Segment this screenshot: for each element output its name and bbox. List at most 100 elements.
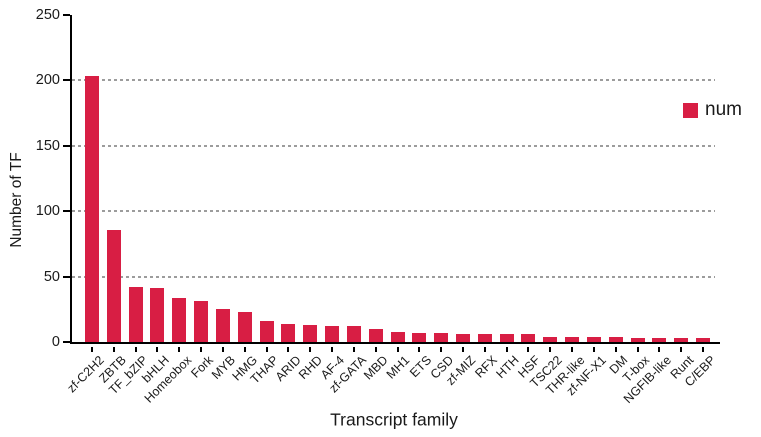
bars-layer: zf-C2H2 ZBTB TF_bZIP bHLH Homeobox Fork MYB HMG… [65,15,718,406]
category-slot-CSD: CSD [427,15,456,382]
x-tick-mark-CSD [440,346,443,352]
bar-NGFIB-like [652,338,667,342]
x-tick-mark-T-box [636,346,639,352]
gridline-150 [72,144,715,147]
bar-ZBTB [106,229,121,342]
x-axis-title: Transcript family [330,409,458,430]
bar-zf-NF-X1 [586,336,601,342]
bar-MYB [215,309,230,342]
x-tick-mark-HMG [243,346,246,352]
bar-TSC22 [543,336,558,342]
x-tick-mark-zf-MIZ [461,346,464,352]
category-slot-T-box: T-box [621,15,653,385]
category-slot-zf-NF-X1: zf-NF-X1 [564,15,609,398]
x-tick-mark-C/EBP [702,346,705,352]
gridline-50 [72,275,715,278]
bar-bHLH [150,288,165,342]
category-slot-MH1: MH1 [384,15,412,382]
y-tick-label-200: 200 [35,72,60,89]
category-slot-bHLH: bHLH [140,15,172,386]
bar-T-box [630,338,645,342]
category-slot-ZBTB: ZBTB [96,15,129,385]
bar-RFX [477,334,492,342]
category-slot-RHD: RHD [296,15,325,382]
x-tick-mark-zf-C2H2 [90,346,93,352]
bar-zf-GATA [346,326,361,342]
category-slot-NGFIB-like: NGFIB-like [621,15,674,406]
x-tick-mark-AF-4 [331,346,334,352]
x-tick-label-ETS: ETS [407,353,435,381]
bar-Fork [194,301,209,342]
x-tick-mark-MH1 [396,346,399,352]
y-tick-label-250: 250 [35,7,60,23]
x-tick-mark-bHLH [156,346,159,352]
x-tick-mark-Homeobox [178,346,181,352]
x-tick-mark-MYB [221,346,224,352]
category-slot-HMG: HMG [229,15,260,384]
category-slot-HSF: HSF [516,15,543,381]
x-tick-mark-HSF [527,346,530,352]
bar-RHD [303,325,318,342]
category-slot-Runt: Runt [668,15,696,382]
category-slot-AF-4: AF-4 [318,15,347,382]
category-slot-TSC22: TSC22 [528,15,565,390]
category-slot-HTH: HTH [493,15,522,381]
y-tick-label-150: 150 [35,137,60,154]
bar-ETS [412,332,427,342]
x-tick-mark-ARID [287,346,290,352]
plot-area: 0 50 100 150 200 250 zf-C2H2 ZBTB TF_bZIP bHLH Ho… [36,7,720,406]
legend-swatch-num [683,102,698,118]
y-tick-label-100: 100 [35,203,60,220]
category-slot-DM: DM [605,15,631,377]
category-slot-THAP: THAP [248,15,281,386]
category-slot-TF_bZIP: TF_bZIP [106,15,150,397]
bar-HTH [499,334,514,342]
x-tick-mark-MBD [374,346,377,352]
x-tick-mark-DM [614,346,617,352]
bar-CSD [434,332,449,342]
x-tick-mark-ZBTB [112,346,115,352]
gridline-200 [72,79,715,82]
x-tick-label-RFX: RFX [472,353,500,381]
category-slot-Homeobox: Homeobox [141,15,194,406]
bar-HSF [521,334,536,342]
bar-ARID [281,323,296,342]
x-tick-mark-zf-NF-X1 [592,346,595,352]
x-tick-mark-HTH [505,346,508,352]
bar-TF_bZIP [128,287,143,342]
category-slot-C/EBP: C/EBP [682,15,718,389]
y-tick-mark-200 [63,79,70,82]
bar-HMG [237,311,252,342]
x-tick-mark-zf-GATA [352,346,355,352]
bar-C/EBP [696,338,711,342]
category-slot-zf-C2H2: zf-C2H2 [65,15,107,395]
y-tick-mark-0 [63,341,70,343]
legend-label: num [705,99,742,120]
x-tick-mark-NGFIB-like [658,346,661,352]
x-tick-mark-Runt [680,346,683,352]
bar-zf-MIZ [455,334,470,342]
y-tick-mark-100 [63,210,70,213]
y-tick-label-0: 0 [51,334,60,350]
x-tick-mark-RFX [483,346,486,352]
bar-DM [608,336,623,342]
x-tick-mark-RHD [309,346,312,352]
x-tick-mark-ETS [418,346,421,352]
x-tick-mark-TSC22 [549,346,552,352]
category-slot-Fork: Fork [188,15,216,381]
category-slot-THR-like: THR-like [543,15,587,397]
category-slot-zf-MIZ: zf-MIZ [443,15,478,388]
y-axis-title: Number of TF [8,152,25,248]
bar-MBD [368,328,383,342]
category-slot-MYB: MYB [209,15,238,382]
x-tick-mark-TF_bZIP [134,346,137,352]
y-tick-label-50: 50 [43,268,60,285]
legend: num [683,99,742,121]
category-slot-MBD: MBD [361,15,391,383]
y-tick-mark-150 [63,144,70,147]
bar-zf-C2H2 [84,76,99,342]
bar-MH1 [390,331,405,342]
gridline-100 [72,210,715,213]
bar-THAP [259,321,274,342]
